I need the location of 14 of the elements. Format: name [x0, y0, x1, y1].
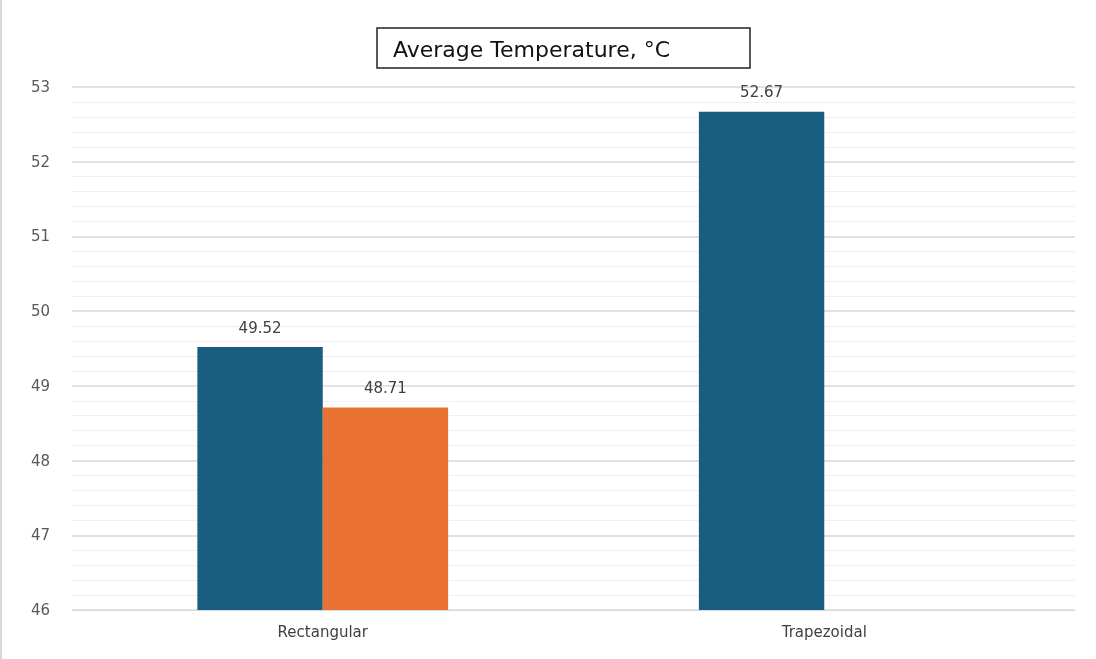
x-tick-label: Trapezoidal	[780, 622, 867, 641]
y-tick-label: 50	[30, 302, 50, 321]
y-tick-label: 53	[30, 78, 50, 96]
y-tick-label: 52	[30, 152, 50, 171]
chart-title: Average Temperature, °C	[393, 36, 671, 62]
y-tick-label: 48	[30, 451, 50, 470]
data-label: 49.52	[238, 318, 282, 337]
data-label: 52.67	[740, 83, 784, 102]
y-tick-label: 51	[30, 227, 50, 246]
y-tick-label: 49	[30, 376, 50, 395]
data-label: 48.71	[363, 379, 407, 398]
y-tick-label: 47	[30, 526, 50, 545]
y-tick-label: 46	[30, 601, 50, 619]
x-tick-label: Rectangular	[277, 622, 369, 641]
